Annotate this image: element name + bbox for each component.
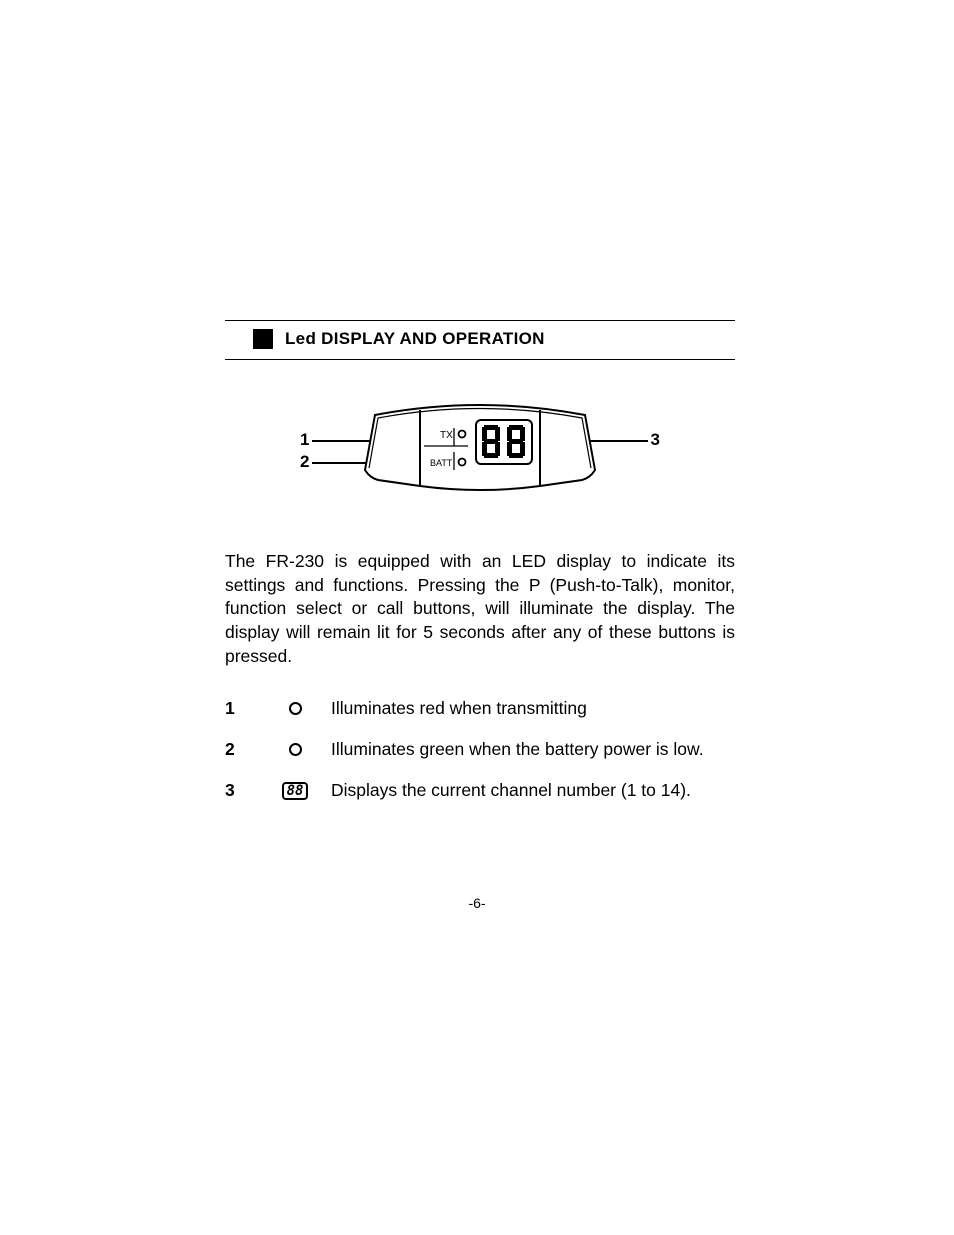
legend-num-1: 1 <box>225 698 265 719</box>
heading-text: Led DISPLAY AND OPERATION <box>285 329 545 349</box>
legend-desc-2: Illuminates green when the battery power… <box>325 739 735 760</box>
page-number: -6- <box>0 895 954 911</box>
heading-bullet-square <box>253 329 273 349</box>
legend-num-2: 2 <box>225 739 265 760</box>
digits-icon: 88 <box>282 782 309 800</box>
channel-digit-left <box>482 425 500 458</box>
circle-icon <box>289 702 302 715</box>
legend-icon-2 <box>265 743 325 756</box>
tx-led-icon <box>459 431 466 438</box>
led-display-diagram: 1 2 3 TX BATT <box>300 400 660 520</box>
legend-icon-1 <box>265 702 325 715</box>
legend-desc-1: Illuminates red when transmitting <box>325 698 735 719</box>
circle-icon <box>289 743 302 756</box>
channel-digit-right <box>507 425 525 458</box>
diagram-container: 1 2 3 TX BATT <box>225 400 735 520</box>
body-paragraph: The FR-230 is equipped with an LED displ… <box>225 550 735 668</box>
device-illustration: TX BATT <box>300 400 660 520</box>
legend-desc-3: Displays the current channel number (1 t… <box>325 780 735 801</box>
legend-icon-3: 88 <box>265 782 325 800</box>
batt-label: BATT <box>430 458 453 468</box>
legend-table: 1 Illuminates red when transmitting 2 Il… <box>225 698 735 801</box>
legend-num-3: 3 <box>225 780 265 801</box>
section-heading: Led DISPLAY AND OPERATION <box>225 320 735 360</box>
batt-led-icon <box>459 459 466 466</box>
tx-label: TX <box>440 430 453 441</box>
